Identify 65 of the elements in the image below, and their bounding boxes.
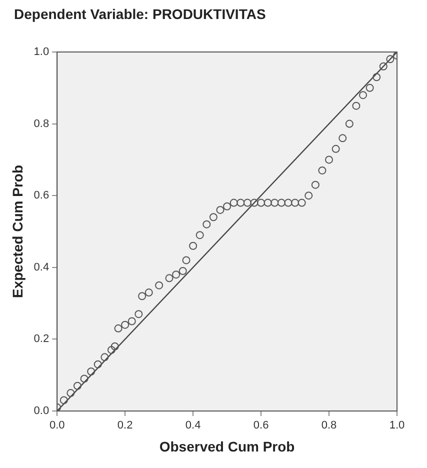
point	[155, 281, 164, 290]
point	[352, 102, 360, 110]
y-tick-label: 0.8	[34, 118, 50, 130]
point	[202, 220, 211, 228]
point	[60, 396, 68, 404]
point	[236, 198, 245, 207]
point	[178, 266, 187, 275]
x-axis-title: Observed Cum Prob	[159, 438, 295, 454]
point	[134, 310, 143, 318]
point	[270, 198, 279, 207]
point	[138, 292, 146, 300]
chart-title: Dependent Variable: PRODUKTIVITAS	[14, 6, 266, 22]
y-tick-label: 1.0	[34, 46, 50, 58]
point	[318, 166, 326, 174]
point	[298, 198, 306, 207]
point	[379, 62, 388, 70]
point	[304, 192, 313, 200]
y-axis-title: Expected Cum Prob	[9, 164, 26, 298]
y-tick-label: 0.6	[34, 190, 50, 202]
point	[110, 342, 119, 350]
point	[223, 202, 232, 210]
point	[325, 156, 334, 164]
x-tick-label: 1.0	[389, 420, 405, 432]
point	[73, 382, 82, 390]
point	[144, 288, 153, 297]
point	[165, 274, 174, 282]
point	[311, 180, 320, 189]
point	[366, 84, 374, 92]
point	[291, 198, 300, 207]
x-tick-label: 0.4	[185, 420, 201, 432]
point	[230, 198, 238, 207]
x-tick-label: 0.8	[321, 420, 337, 432]
point	[277, 198, 286, 207]
point	[80, 374, 88, 383]
point	[100, 353, 109, 362]
point	[172, 270, 180, 279]
point	[121, 320, 130, 329]
point	[250, 198, 258, 207]
point	[66, 389, 75, 398]
y-tick-label: 0.0	[34, 405, 50, 418]
point	[128, 317, 136, 326]
point	[209, 213, 218, 222]
point	[182, 256, 190, 264]
point	[345, 120, 354, 128]
point	[87, 368, 96, 376]
point	[359, 91, 368, 100]
point	[386, 55, 394, 64]
point	[189, 242, 198, 250]
point	[243, 198, 252, 207]
point	[264, 198, 272, 207]
point	[372, 73, 381, 82]
x-tick-label: 0.0	[49, 420, 65, 432]
point	[332, 144, 340, 153]
point	[107, 346, 116, 354]
point	[257, 198, 266, 207]
point	[196, 231, 204, 240]
point	[284, 198, 292, 207]
point	[114, 324, 122, 332]
x-tick-label: 0.2	[117, 420, 133, 432]
x-tick-label: 0.6	[253, 420, 269, 432]
y-tick-label: 0.2	[34, 333, 50, 346]
point	[216, 206, 224, 214]
point	[338, 134, 347, 142]
y-tick-label: 0.4	[34, 261, 50, 274]
point	[94, 360, 102, 368]
